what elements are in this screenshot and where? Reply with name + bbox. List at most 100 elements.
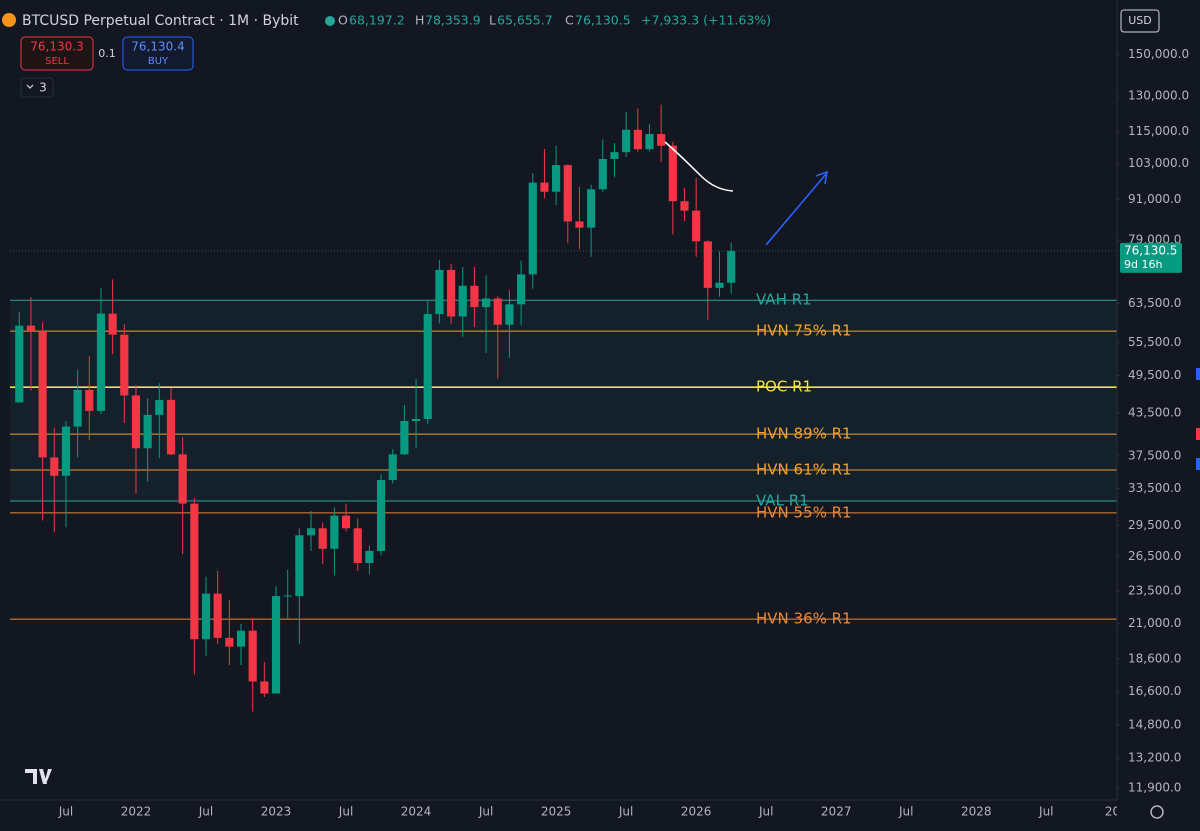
ohlc-key: L (489, 13, 496, 28)
currency-button[interactable]: USD (1120, 9, 1160, 33)
ohlc-value: 65,655.7 (497, 13, 553, 28)
currency-label[interactable]: USD (1128, 14, 1152, 27)
candle-body (715, 282, 724, 288)
edge-marker (1196, 428, 1200, 440)
sell-label[interactable]: SELL (45, 56, 69, 67)
candle-body (376, 479, 386, 551)
price-axis: 150,000.0 130,000.0 115,000.0 103,000.0 91,0… (1117, 47, 1189, 795)
buy-button[interactable]: 76,130.4 BUY (122, 36, 194, 71)
candle-body (563, 165, 572, 222)
y-tick-label: 14,800.0 (1128, 717, 1181, 731)
candle-body (61, 426, 71, 476)
x-tick-label: 2023 (261, 805, 292, 819)
countdown-label: 9d 16h (1124, 258, 1162, 271)
candle-body (493, 298, 502, 325)
sell-price[interactable]: 76,130.3 (30, 40, 83, 54)
ohlc-key: C (565, 13, 574, 28)
x-tick-label: Jul (338, 805, 353, 819)
candle-body (680, 201, 689, 211)
level-label: POC R1 (756, 378, 812, 396)
y-tick-label: 115,000.0 (1128, 124, 1189, 138)
candle-body (552, 165, 561, 192)
candle-body (96, 313, 106, 411)
candle-body (668, 145, 677, 202)
buy-price[interactable]: 76,130.4 (131, 40, 184, 54)
candle-body (306, 528, 316, 536)
sell-button[interactable]: 76,130.3 SELL (20, 36, 94, 71)
x-tick-label: Jul (898, 805, 913, 819)
x-tick-label: Jul (618, 805, 633, 819)
candle-body (622, 129, 631, 153)
buy-box[interactable] (122, 36, 194, 71)
candle-body (657, 134, 666, 146)
candle-body (482, 298, 491, 308)
level-label: HVN 75% R1 (756, 322, 852, 340)
y-tick-label: 26,500.0 (1128, 549, 1181, 563)
candle-body (201, 593, 211, 640)
candle-body (435, 269, 444, 315)
plot-area: VAH R1 HVN 75% R1 POC R1 HVN 89% R1 HVN 61% … (10, 104, 1128, 819)
y-tick-label: 103,000.0 (1128, 156, 1189, 170)
candle-body (470, 285, 479, 308)
candle-body (587, 189, 596, 228)
level-label: HVN 89% R1 (756, 425, 852, 443)
x-tick-label: 2026 (681, 805, 712, 819)
market-status (325, 16, 335, 26)
indicator-count[interactable]: 3 (39, 81, 47, 95)
y-tick-label: 11,900.0 (1128, 781, 1181, 795)
x-tick-label: 2028 (961, 805, 992, 819)
symbol-title[interactable]: BTCUSD Perpetual Contract · 1M · Bybit (22, 13, 299, 29)
y-tick-label: 33,500.0 (1128, 481, 1181, 495)
order-qty[interactable]: 0.1 (98, 47, 116, 60)
candle-body (50, 457, 59, 476)
candle-body (517, 274, 526, 305)
candle-body (155, 399, 164, 415)
x-tick-label: 2024 (401, 805, 432, 819)
level-label: VAH R1 (756, 291, 812, 309)
settings-icon[interactable] (1150, 805, 1164, 819)
y-tick-label: 29,500.0 (1128, 518, 1181, 532)
ohlc-change: +7,933.3 (+11.63%) (641, 13, 771, 28)
candle-body (260, 681, 269, 694)
currency-box[interactable] (1120, 9, 1160, 33)
candle-body (38, 331, 47, 458)
x-tick-label: 2025 (541, 805, 572, 819)
tv-logo-mark (25, 769, 52, 784)
candle-body (120, 334, 129, 396)
candle-body (178, 454, 187, 504)
ohlc-value: 76,130.5 (575, 13, 631, 28)
indicator-toggle[interactable]: 3 (20, 77, 54, 98)
drawing-arrow (765, 173, 827, 246)
candle-body (283, 595, 292, 597)
y-tick-label: 55,500.0 (1128, 335, 1181, 349)
coin-icon (2, 13, 16, 27)
candle-body (73, 389, 82, 427)
candle-body (15, 325, 24, 403)
candle-body (213, 593, 222, 638)
candle-body (190, 503, 199, 640)
candle-body (131, 395, 141, 449)
y-tick-label: 43,500.0 (1128, 405, 1181, 419)
price-badge-label: 76,130.5 (1124, 243, 1177, 257)
candle-body (330, 515, 339, 549)
y-tick-label: 91,000.0 (1128, 192, 1181, 206)
level-label: HVN 61% R1 (756, 461, 852, 479)
y-tick-label: 150,000.0 (1128, 47, 1189, 61)
candle-body (446, 269, 456, 317)
candle-body (85, 389, 94, 411)
candle-body (236, 630, 246, 647)
toggle-box[interactable] (20, 77, 54, 98)
price-badge (1120, 242, 1182, 273)
candle-body (423, 314, 432, 419)
buy-label[interactable]: BUY (148, 56, 169, 67)
ohlc-value: 68,197.2 (349, 13, 405, 28)
y-tick-label: 21,000.0 (1128, 616, 1181, 630)
candle-body (341, 515, 351, 529)
sell-box[interactable] (20, 36, 94, 71)
candle-body (575, 221, 584, 228)
candle-body (388, 454, 397, 480)
ohlc-value: 78,353.9 (425, 13, 481, 28)
price-axis-panel (1117, 0, 1200, 831)
